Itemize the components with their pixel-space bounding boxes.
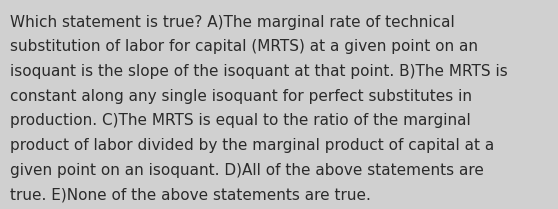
Text: constant along any single isoquant for perfect substitutes in: constant along any single isoquant for p…: [10, 89, 472, 104]
Text: isoquant is the slope of the isoquant at that point. B)The MRTS is: isoquant is the slope of the isoquant at…: [10, 64, 508, 79]
Text: Which statement is true? A)The marginal rate of technical: Which statement is true? A)The marginal …: [10, 15, 455, 30]
Text: production. C)The MRTS is equal to the ratio of the marginal: production. C)The MRTS is equal to the r…: [10, 113, 471, 128]
Text: given point on an isoquant. D)All of the above statements are: given point on an isoquant. D)All of the…: [10, 163, 484, 178]
Text: substitution of labor for capital (MRTS) at a given point on an: substitution of labor for capital (MRTS)…: [10, 39, 478, 54]
Text: product of labor divided by the marginal product of capital at a: product of labor divided by the marginal…: [10, 138, 494, 153]
Text: true. E)None of the above statements are true.: true. E)None of the above statements are…: [10, 187, 371, 202]
